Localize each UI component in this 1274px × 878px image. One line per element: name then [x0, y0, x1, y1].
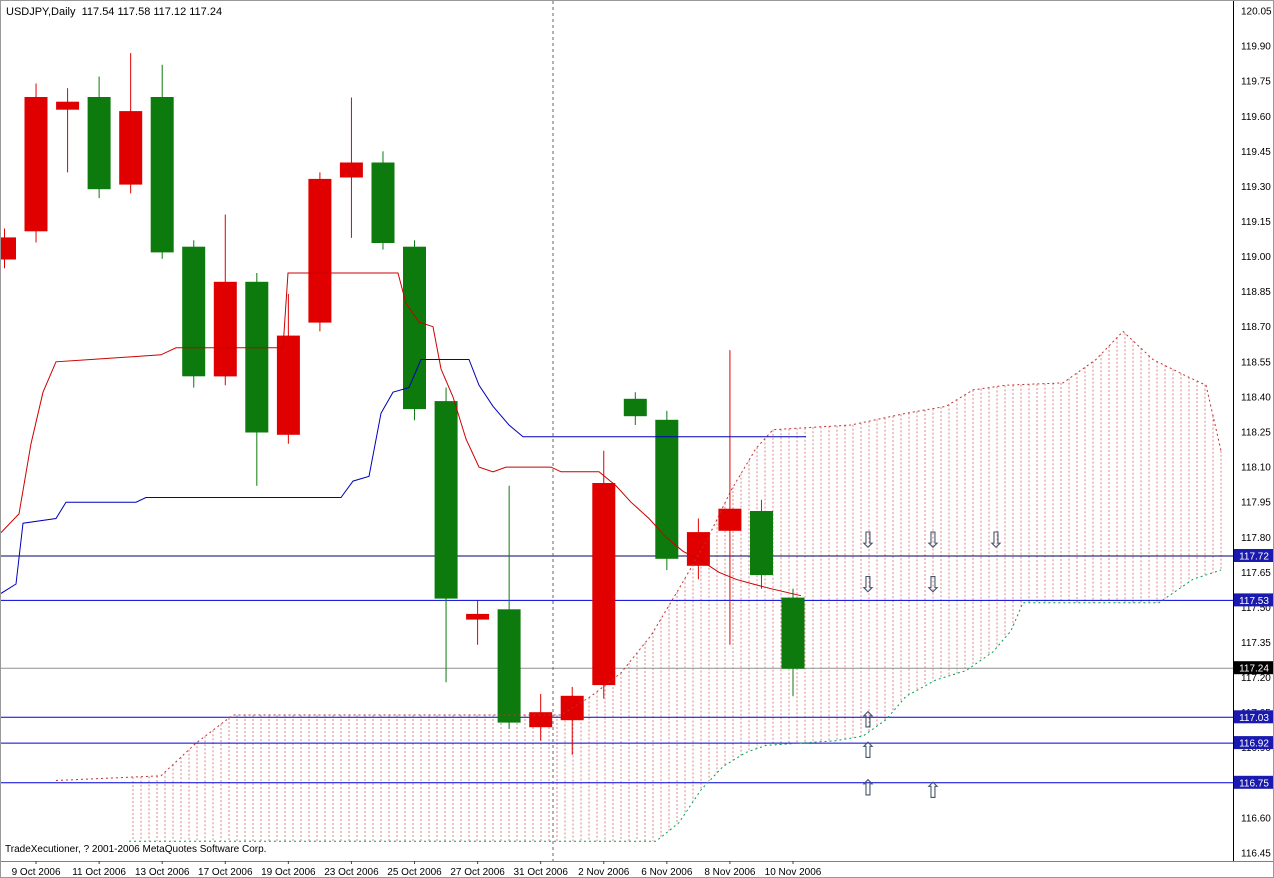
up-arrow-icon: ⇧	[924, 778, 942, 803]
price-axis[interactable]: 120.05 119.90 119.75 119.60 119.45 119.30 119.…	[1234, 7, 1274, 860]
price-badge-label: 117.24	[1239, 664, 1269, 675]
date-tick-label: 11 Oct 2006	[72, 867, 126, 878]
red-indicator-line	[1, 272, 802, 597]
candle-body	[119, 111, 143, 185]
up-arrow-icon: ⇧	[859, 776, 877, 801]
candle-body	[56, 101, 80, 110]
candle-body	[150, 97, 174, 253]
price-badge	[1234, 549, 1273, 562]
candle-body	[529, 712, 553, 728]
horizontal-levels[interactable]	[1, 555, 1233, 784]
date-tick-label: 25 Oct 2006	[387, 867, 442, 878]
price-badge-label: 117.53	[1239, 596, 1269, 607]
candle-body	[87, 97, 111, 190]
candle-body	[182, 246, 206, 377]
date-tick-label: 23 Oct 2006	[324, 867, 379, 878]
price-tick-label: 117.95	[1241, 498, 1271, 509]
date-tick-label: 8 Nov 2006	[704, 867, 756, 878]
down-arrow-icon: ⇩	[924, 572, 942, 597]
price-tick-label: 119.00	[1241, 252, 1271, 263]
candle-body	[308, 178, 332, 323]
price-badge	[1234, 710, 1273, 724]
candle-body	[276, 335, 300, 435]
down-arrow-icon: ⇩	[987, 528, 1005, 553]
date-tick-label: 13 Oct 2006	[135, 867, 190, 878]
date-tick-label: 6 Nov 2006	[641, 867, 693, 878]
candle-body	[623, 398, 647, 417]
candle-body	[655, 419, 679, 559]
price-tick-label: 118.70	[1241, 322, 1271, 333]
candle-body	[434, 401, 458, 599]
date-tick-label: 10 Nov 2006	[765, 867, 822, 878]
price-badge-label: 117.72	[1239, 552, 1269, 563]
price-tick-label: 118.85	[1241, 287, 1271, 298]
price-tick-label: 120.05	[1241, 7, 1272, 18]
candles	[1, 53, 805, 755]
candle-body	[750, 511, 773, 576]
price-tick-label: 118.40	[1241, 392, 1271, 403]
candle-body	[781, 597, 805, 669]
candle-body	[24, 97, 48, 232]
candle-body	[686, 532, 710, 566]
up-arrow-icon: ⇧	[859, 708, 877, 733]
down-arrow-icon: ⇩	[859, 572, 877, 597]
price-badge-label: 116.75	[1239, 778, 1269, 789]
price-tick-label: 116.60	[1241, 813, 1271, 824]
price-tick-label: 118.25	[1241, 428, 1271, 439]
date-tick-label: 31 Oct 2006	[513, 867, 568, 878]
price-tick-label: 118.55	[1241, 357, 1271, 368]
price-tick-label: 117.80	[1241, 533, 1271, 544]
up-arrow-icon: ⇧	[859, 738, 877, 763]
date-axis[interactable]: 9 Oct 2006 11 Oct 2006 13 Oct 2006 17 Oct 2…	[12, 861, 822, 878]
blue-indicator-line	[1, 359, 806, 594]
price-badge	[1234, 775, 1273, 789]
indicator-lines	[1, 272, 1222, 842]
candle-body	[403, 246, 426, 410]
price-tick-label: 119.45	[1241, 147, 1271, 158]
date-tick-label: 27 Oct 2006	[450, 867, 505, 878]
date-tick-label: 9 Oct 2006	[12, 867, 61, 878]
price-badge-label: 117.03	[1239, 713, 1269, 724]
candle-body	[245, 281, 269, 433]
candle-body	[339, 162, 363, 178]
date-tick-label: 19 Oct 2006	[261, 867, 316, 878]
candle-body	[213, 281, 237, 377]
price-badge	[1234, 661, 1273, 675]
cloud-upper-line	[55, 330, 1222, 781]
candle-body	[592, 483, 616, 686]
price-tick-label: 119.90	[1241, 42, 1271, 53]
price-tick-label: 119.75	[1241, 77, 1271, 88]
copyright-text: TradeXecutioner, ? 2001-2006 MetaQuotes …	[5, 844, 267, 855]
candle-body	[1, 237, 16, 260]
down-arrow-icon: ⇩	[859, 528, 877, 553]
signal-arrows: ⇩ ⇩ ⇩ ⇩ ⇩ ⇧ ⇧ ⇧ ⇧	[859, 528, 1005, 803]
ichimoku-cloud-hatch	[132, 333, 1222, 842]
price-badge	[1234, 593, 1273, 607]
price-tick-label: 117.20	[1241, 673, 1271, 684]
price-badge-label: 116.92	[1239, 739, 1269, 750]
price-tick-label: 117.35	[1241, 638, 1271, 649]
candle-body	[497, 609, 521, 723]
price-tick-label: 119.15	[1241, 217, 1271, 228]
price-tick-label: 119.30	[1241, 182, 1271, 193]
price-tick-label: 116.45	[1241, 849, 1271, 860]
price-tick-label: 117.65	[1241, 568, 1271, 579]
candle-body	[371, 162, 395, 243]
candle-body	[466, 613, 490, 620]
cloud-lower-line	[129, 569, 1222, 842]
price-tick-label: 117.50	[1241, 603, 1271, 614]
date-tick-label: 17 Oct 2006	[198, 867, 253, 878]
price-tick-label: 119.60	[1241, 112, 1271, 123]
date-tick-label: 2 Nov 2006	[578, 867, 630, 878]
price-badge	[1234, 736, 1273, 750]
chart-title: USDJPY,Daily 117.54 117.58 117.12 117.24	[6, 6, 223, 18]
price-tick-label: 118.10	[1241, 463, 1271, 474]
candle-body	[718, 508, 742, 531]
down-arrow-icon: ⇩	[924, 528, 942, 553]
